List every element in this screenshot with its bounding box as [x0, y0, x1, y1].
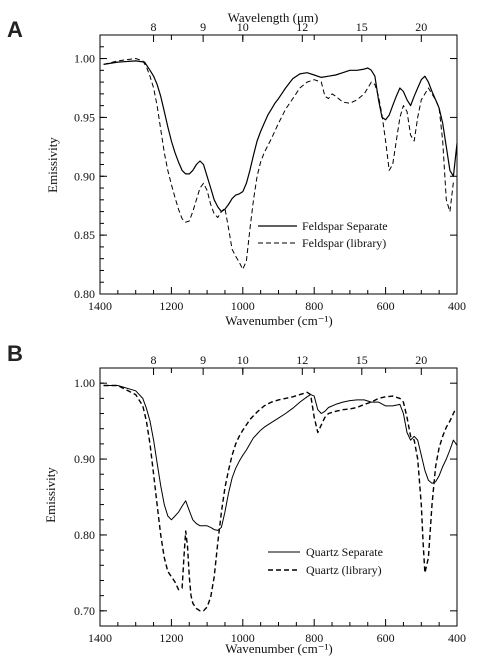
- top-tick-label-b-5: 20: [415, 353, 427, 367]
- top-axis-title-a: Wavelength (μm): [228, 10, 319, 25]
- x-tick-label-a-0: 1400: [88, 299, 112, 313]
- series-group-b: [103, 384, 458, 612]
- y-tick-label-b-0: 0.70: [74, 604, 95, 618]
- series-line-a-1: [103, 58, 454, 270]
- x-tick-label-a-5: 400: [448, 299, 466, 313]
- y-tick-label-b-3: 1.00: [74, 376, 95, 390]
- y-axis-title-b: Emissivity: [43, 467, 58, 523]
- x-tick-label-b-4: 600: [377, 631, 395, 645]
- top-tick-label-a-3: 12: [296, 20, 308, 34]
- x-tick-label-a-2: 1000: [231, 299, 255, 313]
- series-group-a: [103, 58, 458, 270]
- plot-frame-a: [99, 34, 458, 295]
- x-tick-label-b-0: 1400: [88, 631, 112, 645]
- y-tick-label-a-3: 0.95: [74, 110, 95, 124]
- y-tick-label-a-0: 0.80: [74, 287, 95, 301]
- series-line-a-0: [103, 60, 458, 213]
- x-tick-label-b-1: 1200: [159, 631, 183, 645]
- top-tick-label-a-0: 8: [151, 20, 157, 34]
- series-line-b-1: [103, 384, 456, 612]
- top-tick-label-a-4: 15: [356, 20, 368, 34]
- y-tick-label-a-1: 0.85: [74, 228, 95, 242]
- x-tick-label-a-1: 1200: [159, 299, 183, 313]
- top-tick-label-b-1: 9: [200, 353, 206, 367]
- x-axis-title-b: Wavenumber (cm⁻¹): [225, 641, 333, 656]
- top-tick-label-b-2: 10: [237, 353, 249, 367]
- ticks-a: 1400 1200 1000 800 600 400 0.80 0.85 0.90 0.95 1.0…: [74, 20, 466, 313]
- x-tick-label-b-3: 800: [305, 631, 323, 645]
- x-axis-title-a: Wavenumber (cm⁻¹): [225, 313, 333, 328]
- x-tick-label-a-3: 800: [305, 299, 323, 313]
- y-tick-label-a-4: 1.00: [74, 52, 95, 66]
- y-tick-label-b-1: 0.80: [74, 528, 95, 542]
- x-tick-label-b-2: 1000: [231, 631, 255, 645]
- y-tick-label-b-2: 0.90: [74, 452, 95, 466]
- x-tick-label-b-5: 400: [448, 631, 466, 645]
- top-tick-label-a-1: 9: [200, 20, 206, 34]
- top-tick-label-a-2: 10: [237, 20, 249, 34]
- legend-label-b-1: Quartz (library): [306, 563, 382, 577]
- panel-a: A 1400 1200 1000 800 600 4000.800.850.900.951…: [7, 10, 466, 328]
- legend-a: Feldspar Separate Feldspar (library): [258, 219, 388, 250]
- top-tick-label-b-3: 12: [296, 353, 308, 367]
- y-tick-label-a-2: 0.90: [74, 169, 95, 183]
- top-tick-label-b-4: 15: [356, 353, 368, 367]
- plot-frame-b: [99, 367, 458, 627]
- series-line-b-0: [103, 385, 458, 531]
- top-tick-label-a-5: 20: [415, 20, 427, 34]
- y-axis-title-a: Emissivity: [45, 137, 60, 193]
- legend-label-a-1: Feldspar (library): [302, 236, 386, 250]
- legend-label-a-0: Feldspar Separate: [302, 219, 388, 233]
- ticks-b: 1400 1200 1000 800 600 400 0.70 0.80 0.90 1.00 8 9 1…: [74, 353, 466, 645]
- x-tick-label-a-4: 600: [377, 299, 395, 313]
- panel-letter-a: A: [7, 17, 23, 42]
- legend-label-b-0: Quartz Separate: [306, 545, 383, 559]
- panel-letter-b: B: [7, 341, 23, 366]
- top-tick-label-b-0: 8: [151, 353, 157, 367]
- legend-b: Quartz Separate Quartz (library): [268, 545, 383, 577]
- panel-b: B 1400 1200 1000 800 600 400 0.70 0.80 0.90 1.00 8…: [7, 341, 466, 656]
